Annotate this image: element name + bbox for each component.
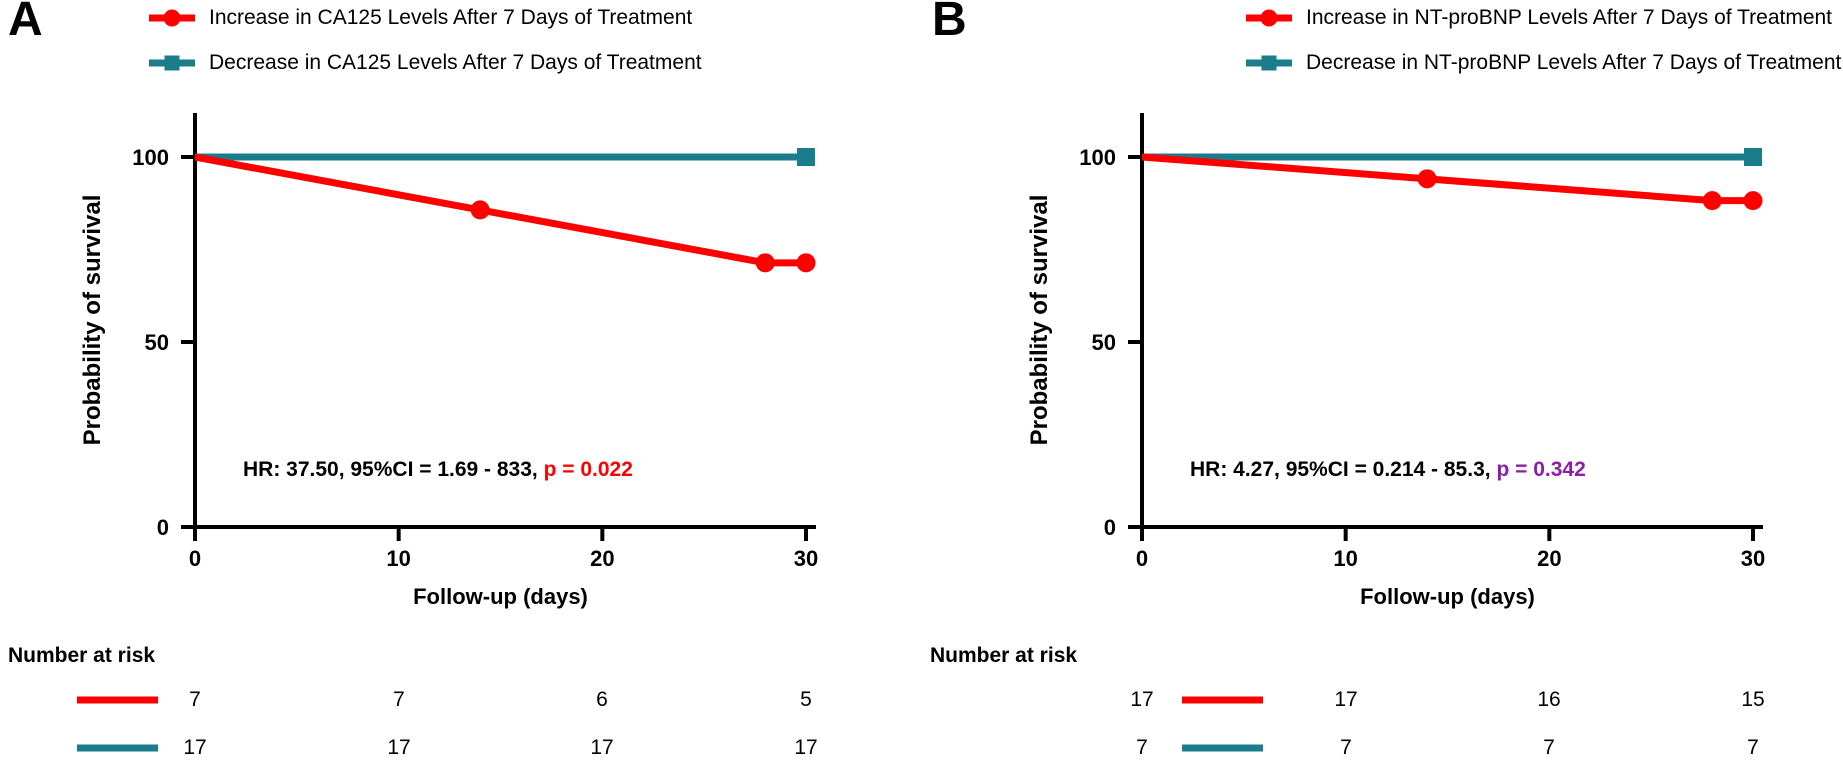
legend-item-decrease: Decrease in CA125 Levels After 7 Days of…	[148, 40, 702, 85]
p-value: p = 0.342	[1496, 458, 1586, 481]
hr-annotation: HR: 4.27, 95%CI = 0.214 - 85.3, p = 0.34…	[1190, 458, 1586, 482]
risk-value: 17	[183, 736, 207, 759]
y-tick-label: 0	[1104, 515, 1116, 540]
line-circle-marker-icon	[149, 9, 195, 26]
survival-plot-b: 0 50 100 0 10 20 30	[1079, 113, 1765, 571]
teal-line-swatch-icon	[77, 744, 158, 752]
line-square-marker-icon	[1246, 55, 1292, 70]
risk-value: 6	[596, 688, 608, 711]
hr-annotation: HR: 37.50, 95%CI = 1.69 - 833, p = 0.022	[243, 458, 633, 482]
legend-a: Increase in CA125 Levels After 7 Days of…	[148, 0, 702, 85]
risk-value: 16	[1537, 688, 1561, 711]
legend-label: Decrease in CA125 Levels After 7 Days of…	[209, 50, 702, 74]
x-tick-label: 30	[1741, 546, 1765, 571]
red-line-swatch-icon	[77, 696, 158, 704]
legend-item-decrease: Decrease in NT-proBNP Levels After 7 Day…	[1245, 40, 1841, 85]
hr-text: HR: 4.27, 95%CI = 0.214 - 85.3,	[1190, 458, 1491, 481]
curve-marker-square	[797, 148, 815, 166]
survival-curve	[194, 153, 806, 267]
risk-value: 7	[393, 688, 405, 711]
x-tick-label: 0	[1136, 546, 1148, 571]
legend-b: Increase in NT-proBNP Levels After 7 Day…	[1245, 0, 1841, 85]
legend-item-increase: Increase in NT-proBNP Levels After 7 Day…	[1245, 0, 1841, 40]
legend-label: Decrease in NT-proBNP Levels After 7 Day…	[1306, 50, 1842, 74]
line-circle-marker-icon	[1246, 9, 1292, 26]
risk-value: 7	[1340, 736, 1352, 759]
risk-row-decrease: 7 7 7 7	[920, 736, 1843, 760]
x-tick-label: 0	[189, 546, 201, 571]
risk-value: 17	[1334, 688, 1358, 711]
number-at-risk-title: Number at risk	[930, 644, 1078, 667]
hr-text: HR: 37.50, 95%CI = 1.69 - 833,	[243, 458, 538, 481]
y-axis-title: Probability of survival	[79, 194, 106, 446]
risk-row-decrease: 17 17 17 17	[0, 736, 920, 760]
risk-value: 15	[1741, 688, 1765, 711]
legend-item-increase: Increase in CA125 Levels After 7 Days of…	[148, 0, 702, 40]
survival-plot-a: 0 50 100 0 10 20 30	[132, 113, 818, 571]
risk-value: 17	[387, 736, 411, 759]
red-line-swatch-icon	[1182, 696, 1263, 704]
risk-value: 17	[1130, 688, 1154, 711]
curve-marker-circle	[1417, 169, 1437, 189]
x-axis-title: Follow-up (days)	[1360, 584, 1535, 609]
panel-b: 0 50 100 0 10 20 30 B Increase in NT-proBNP Le…	[920, 0, 1843, 767]
risk-value: 7	[1543, 736, 1555, 759]
risk-row-increase: 7 7 6 5	[0, 688, 920, 712]
risk-value: 7	[1136, 736, 1148, 759]
x-tick-label: 10	[386, 546, 410, 571]
panel-label-b: B	[932, 0, 967, 46]
x-tick-label: 30	[794, 546, 818, 571]
number-at-risk-title: Number at risk	[8, 644, 156, 667]
y-tick-label: 50	[1092, 330, 1116, 355]
line-square-marker-icon	[149, 55, 195, 70]
y-tick-label: 0	[157, 515, 169, 540]
p-value: p = 0.022	[543, 458, 633, 481]
curve-marker-circle	[470, 200, 490, 220]
legend-label: Increase in NT-proBNP Levels After 7 Day…	[1306, 5, 1833, 29]
legend-label: Increase in CA125 Levels After 7 Days of…	[209, 5, 693, 29]
curve-marker-circle	[1702, 191, 1722, 211]
teal-line-swatch-icon	[1182, 744, 1263, 752]
risk-value: 7	[189, 688, 201, 711]
y-axis-title: Probability of survival	[1026, 194, 1053, 446]
risk-value: 5	[800, 688, 812, 711]
risk-value: 17	[794, 736, 818, 759]
x-axis-title: Follow-up (days)	[413, 584, 588, 609]
curve-marker-circle	[1743, 191, 1763, 211]
y-tick-label: 100	[132, 145, 169, 170]
panel-label-a: A	[8, 0, 43, 46]
risk-row-increase: 17 17 16 15	[920, 688, 1843, 712]
curve-marker-circle	[755, 253, 775, 273]
y-tick-label: 50	[145, 330, 169, 355]
risk-value: 7	[1747, 736, 1759, 759]
y-tick-label: 100	[1079, 145, 1116, 170]
risk-value: 17	[590, 736, 614, 759]
x-tick-label: 20	[1537, 546, 1561, 571]
x-tick-label: 10	[1333, 546, 1357, 571]
curve-marker-circle	[796, 253, 816, 273]
survival-curve	[1141, 153, 1753, 205]
x-tick-label: 20	[590, 546, 614, 571]
curve-marker-square	[1744, 148, 1762, 166]
panel-a: 0 50 100 0 10 20 30 A Increase in CA125 Levels…	[0, 0, 920, 767]
